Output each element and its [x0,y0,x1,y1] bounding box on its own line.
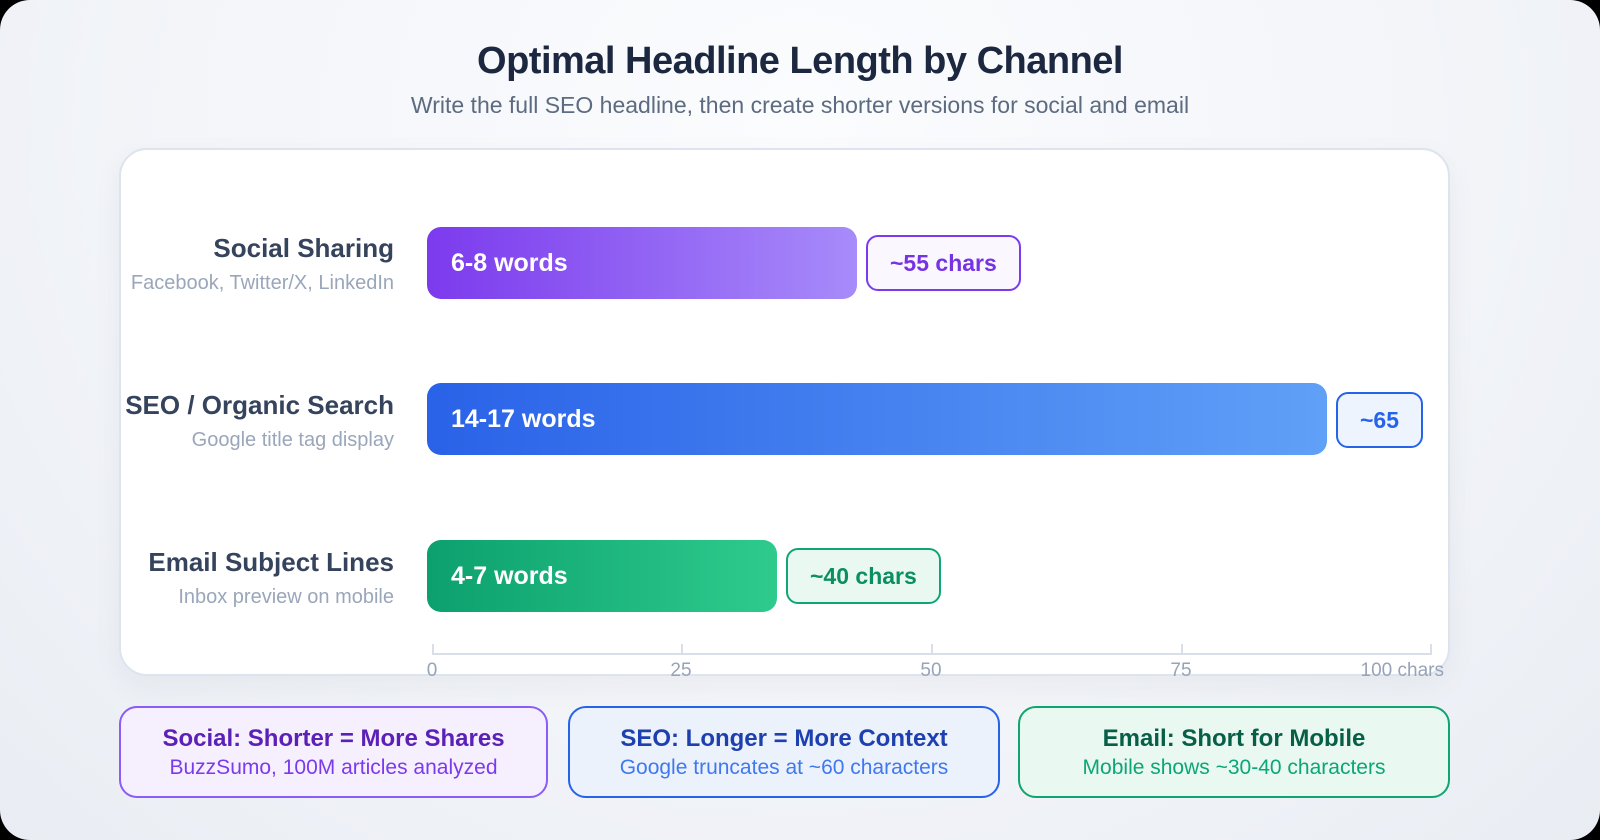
insight-card-social: Social: Shorter = More Shares BuzzSumo, … [119,706,548,798]
x-axis-tick [681,644,683,653]
insight-title: Email: Short for Mobile [1102,725,1366,752]
insight-subtitle: BuzzSumo, 100M articles analyzed [169,756,498,779]
x-axis-tick-label: 100 chars [1360,660,1444,681]
bar-seo: 14-17 words [427,383,1327,455]
badge-seo-chars: ~65 [1336,392,1424,448]
bar-label-social: 6-8 words [451,248,568,277]
row-label-seo: SEO / Organic Search [125,390,394,420]
row-sublabel-social: Facebook, Twitter/X, LinkedIn [130,272,394,294]
x-axis-tick [1430,644,1432,653]
insight-title: Social: Shorter = More Shares [162,725,505,752]
chart-card: Social Sharing Facebook, Twitter/X, Link… [119,148,1450,681]
badge-social-chars: ~55 chars [866,235,1021,291]
insight-subtitle: Mobile shows ~30-40 characters [1082,756,1386,779]
row-label-social: Social Sharing [213,233,394,263]
x-axis-tick-label: 75 [1170,660,1192,681]
row-label-email: Email Subject Lines [148,547,394,577]
bar-social: 6-8 words [427,227,857,299]
x-axis-line [432,653,1432,655]
x-axis-tick-label: 25 [670,660,692,681]
x-axis-tick-label: 0 [426,660,438,681]
x-axis-tick [931,644,933,653]
insight-card-email: Email: Short for Mobile Mobile shows ~30… [1018,706,1450,798]
bar-label-seo: 14-17 words [451,404,596,433]
x-axis-tick [1181,644,1183,653]
bar-email: 4-7 words [427,540,777,612]
row-sublabel-seo: Google title tag display [191,429,394,451]
badge-email-chars: ~40 chars [786,548,941,604]
insight-subtitle: Google truncates at ~60 characters [619,756,949,779]
insight-card-seo: SEO: Longer = More Context Google trunca… [568,706,1000,798]
insight-title: SEO: Longer = More Context [620,725,948,752]
bar-label-email: 4-7 words [451,561,568,590]
row-sublabel-email: Inbox preview on mobile [178,586,394,608]
page-subtitle: Write the full SEO headline, then create… [410,92,1190,118]
page-title: Optimal Headline Length by Channel [477,40,1123,82]
x-axis-tick-label: 50 [920,660,942,681]
x-axis-tick [432,644,434,653]
